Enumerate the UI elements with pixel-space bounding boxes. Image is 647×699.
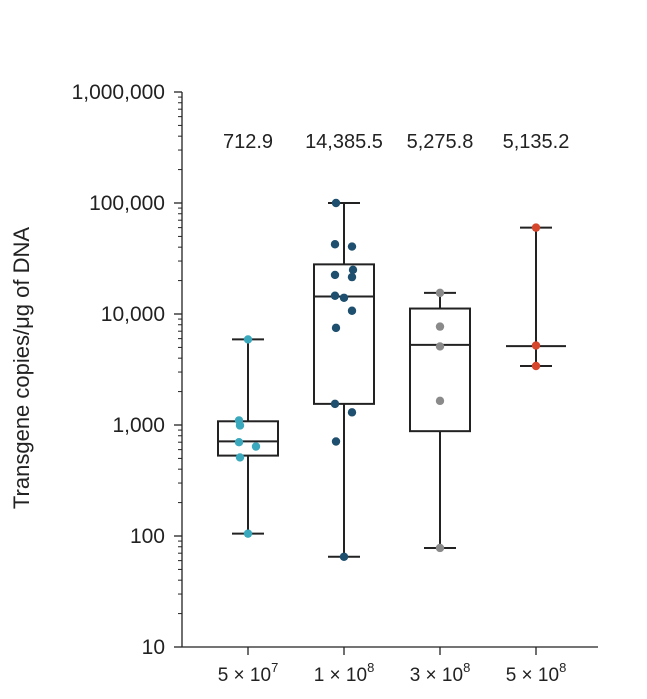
data-point xyxy=(347,242,357,251)
data-point xyxy=(330,240,340,249)
x-ticks: 5 × 107 1 × 108 3 × 108 5 × 108 xyxy=(218,647,567,686)
data-point xyxy=(331,437,341,446)
median-value-label: 5,275.8 xyxy=(407,131,474,153)
y-ticks: 10 100 1,000 10,000 100,000 1,000,000 xyxy=(72,81,182,659)
data-point xyxy=(234,416,244,425)
y-axis-label: Transgene copies/μg of DNA xyxy=(9,227,34,509)
y-tick-label: 100 xyxy=(130,525,165,548)
median-value-label: 5,135.2 xyxy=(503,131,570,153)
data-point xyxy=(435,322,445,331)
axes xyxy=(181,92,598,648)
iqr-box xyxy=(217,420,279,457)
data-point xyxy=(331,198,341,208)
data-point xyxy=(435,543,445,553)
data-point xyxy=(235,453,245,462)
data-point xyxy=(331,323,341,333)
y-tick-label: 100,000 xyxy=(89,192,165,215)
data-point xyxy=(347,272,357,282)
y-tick-label: 10 xyxy=(142,636,165,659)
data-point xyxy=(251,442,261,451)
data-point xyxy=(243,529,253,538)
median-labels: 712.9 14,385.5 5,275.8 5,135.2 xyxy=(223,131,569,153)
data-point xyxy=(339,293,349,302)
data-point xyxy=(234,437,244,447)
x-tick-label: 1 × 108 xyxy=(314,660,375,686)
box-group xyxy=(217,335,279,538)
y-tick-label: 1,000 xyxy=(112,414,165,437)
data-point xyxy=(243,335,253,344)
data-point xyxy=(339,552,349,561)
iqr-box xyxy=(313,263,375,405)
data-point xyxy=(435,342,445,351)
data-point xyxy=(531,341,541,350)
data-point xyxy=(531,361,541,371)
iqr-box xyxy=(409,307,471,433)
data-point xyxy=(330,270,340,280)
data-point xyxy=(531,223,541,232)
data-point xyxy=(435,396,445,406)
x-tick-label: 5 × 108 xyxy=(506,660,567,686)
data-point xyxy=(347,306,357,315)
data-point xyxy=(348,265,358,275)
y-tick-label: 10,000 xyxy=(101,303,165,326)
box-group xyxy=(313,198,375,561)
data-point xyxy=(330,399,340,409)
box-group xyxy=(506,223,566,371)
box-group xyxy=(409,288,471,553)
data-point xyxy=(330,291,340,300)
data-point xyxy=(347,408,357,417)
y-tick-label: 1,000,000 xyxy=(72,81,165,104)
median-value-label: 712.9 xyxy=(223,131,273,153)
x-tick-label: 5 × 107 xyxy=(218,660,279,686)
box-series xyxy=(217,198,566,561)
median-value-label: 14,385.5 xyxy=(305,131,383,153)
data-point xyxy=(435,288,445,298)
x-tick-label: 3 × 108 xyxy=(410,660,471,686)
